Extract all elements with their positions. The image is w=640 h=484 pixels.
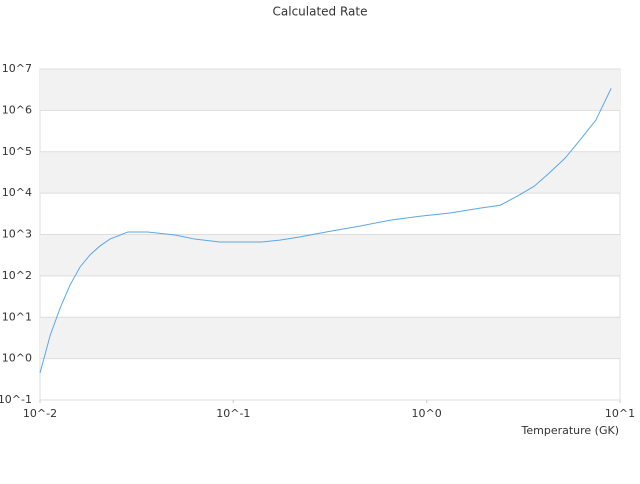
y-tick-label: 10^1 — [2, 310, 32, 323]
y-tick-label: 10^3 — [2, 228, 32, 241]
y-tick-label: 10^4 — [2, 186, 32, 199]
y-tick-label: 10^-1 — [0, 393, 32, 406]
x-tick-label: 10^1 — [605, 407, 635, 420]
data-line — [39, 88, 612, 374]
x-tick-label: 10^0 — [412, 407, 442, 420]
grid-band — [40, 151, 620, 194]
x-axis-label: Temperature (GK) — [521, 424, 620, 437]
y-tick-label: 10^5 — [2, 145, 32, 158]
y-tick-label: 10^7 — [2, 62, 32, 75]
y-tick-label: 10^2 — [2, 269, 32, 282]
y-tick-label: 10^6 — [2, 103, 32, 116]
grid-band — [40, 69, 620, 111]
x-tick-label: 10^-2 — [23, 407, 57, 420]
x-tick-label: 10^-1 — [216, 407, 250, 420]
grid-band — [40, 317, 620, 359]
grid-band — [40, 234, 620, 276]
chart-title: Calculated Rate — [273, 5, 368, 19]
y-tick-label: 10^0 — [2, 352, 32, 365]
